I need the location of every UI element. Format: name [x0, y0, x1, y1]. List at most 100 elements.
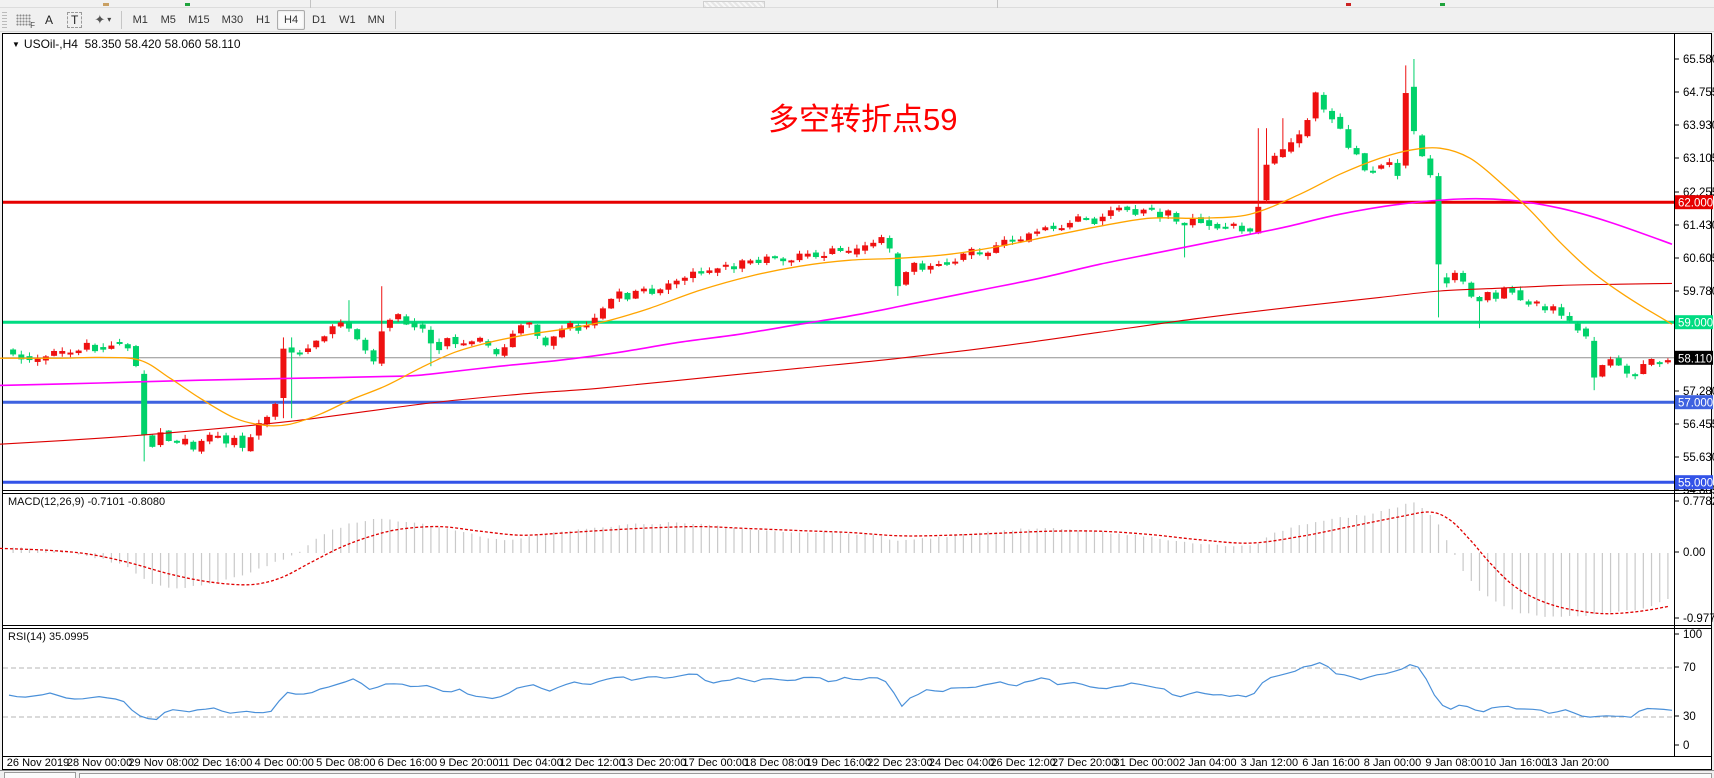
timeframe-button-h4[interactable]: H4: [277, 9, 306, 30]
candle: [362, 339, 369, 351]
candle: [722, 264, 729, 267]
candle: [165, 430, 172, 441]
candle: [665, 283, 672, 290]
candle: [231, 437, 238, 446]
candle: [436, 341, 443, 351]
timeframe-button-d1[interactable]: D1: [312, 13, 327, 26]
candle: [1075, 216, 1082, 222]
candle: [190, 441, 197, 450]
candle: [1656, 362, 1663, 365]
time-axis-label: 8 Jan 00:00: [1364, 757, 1422, 769]
timeframe-button-m1[interactable]: M1: [132, 13, 148, 26]
candle: [34, 358, 41, 362]
candle: [255, 423, 262, 436]
symbol-dropdown-icon[interactable]: ▼: [12, 40, 20, 49]
time-axis-label: 5 Dec 08:00: [316, 757, 375, 769]
chevron-down-icon: ▾: [107, 15, 112, 24]
candle: [780, 258, 787, 262]
candle: [1345, 129, 1352, 148]
candle: [919, 263, 926, 270]
candle: [1238, 225, 1245, 232]
candle: [51, 350, 58, 356]
candle: [223, 435, 230, 444]
candle: [526, 322, 533, 325]
candle: [804, 253, 811, 257]
price-tick-label: 63.105: [1683, 153, 1714, 165]
rsi-scale-label: 0: [1683, 740, 1689, 752]
candle: [1050, 225, 1057, 229]
price-tick-label: 55.630: [1683, 452, 1714, 464]
time-axis-label: 27 Dec 20:00: [1052, 757, 1117, 769]
crosshair-grid-button[interactable]: F: [10, 10, 37, 30]
icon-sliver-red: [1346, 3, 1351, 6]
chart-tab-partial[interactable]: [4, 772, 76, 778]
rsi-scale-label: 70: [1683, 662, 1696, 674]
candle: [1410, 86, 1417, 132]
time-axis-label: 26 Dec 12:00: [990, 757, 1055, 769]
candle: [763, 256, 770, 263]
arrow-objects-button[interactable]: ✦ ▾: [88, 10, 117, 30]
horizontal-scrollbar-partial[interactable]: [79, 773, 1712, 778]
time-axis-label: 18 Dec 08:00: [744, 757, 809, 769]
candle: [1181, 222, 1188, 226]
candle: [132, 346, 139, 367]
timeframe-button-h1[interactable]: H1: [256, 13, 271, 26]
candle: [1435, 176, 1442, 265]
candle: [1247, 228, 1254, 232]
candle: [943, 262, 950, 265]
candle: [1222, 226, 1229, 229]
symbol-quote-line: ▼ USOil-,H4 58.350 58.420 58.060 58.110: [12, 37, 241, 51]
pattern-button-partial[interactable]: [703, 1, 765, 8]
candle: [1107, 210, 1114, 216]
candle: [83, 342, 90, 350]
candle: [239, 435, 246, 448]
candle: [542, 337, 549, 346]
candle: [1427, 158, 1434, 176]
toolbar-drag-grip[interactable]: [2, 11, 7, 28]
candle: [1566, 315, 1573, 321]
timeframe-button-m30[interactable]: M30: [221, 13, 244, 26]
candle: [452, 336, 459, 345]
text-label-button[interactable]: T: [61, 10, 88, 30]
candle: [444, 338, 451, 347]
candle: [460, 343, 467, 346]
candle: [862, 245, 869, 251]
candle: [1443, 277, 1450, 284]
time-axis-label: 13 Jan 20:00: [1545, 757, 1609, 769]
symbol-quote-text: USOil-,H4 58.350 58.420 58.060 58.110: [23, 37, 241, 51]
candle: [1034, 231, 1041, 234]
candle: [67, 352, 74, 355]
candle: [1632, 374, 1639, 377]
candle: [108, 345, 115, 349]
timeframe-button-m15[interactable]: M15: [188, 13, 210, 26]
candle: [149, 435, 156, 447]
candle: [1312, 92, 1319, 119]
candle: [624, 292, 631, 300]
ma-fast-line: [0, 147, 1673, 427]
candle: [1550, 306, 1557, 311]
timeframe-button-m5[interactable]: M5: [160, 13, 176, 26]
candle: [288, 347, 295, 353]
price-level-badge-text: 57.000: [1678, 398, 1713, 410]
candle: [1132, 209, 1139, 215]
candle: [1353, 148, 1360, 155]
candle: [411, 322, 418, 328]
time-axis-label: 3 Jan 12:00: [1241, 757, 1299, 769]
candle: [640, 288, 647, 292]
candle: [903, 272, 910, 285]
candle: [1279, 149, 1286, 158]
candle: [608, 298, 615, 309]
candle: [247, 437, 254, 452]
price-tick-label: 61.430: [1683, 220, 1714, 232]
candle: [1451, 272, 1458, 281]
timeframe-button-mn[interactable]: MN: [367, 13, 385, 26]
candle: [395, 314, 402, 320]
candle: [870, 242, 877, 247]
candle: [264, 416, 271, 425]
text-a-button[interactable]: A: [37, 10, 61, 30]
candle: [1296, 134, 1303, 144]
timeframe-button-w1[interactable]: W1: [339, 13, 356, 26]
candle: [18, 354, 25, 360]
